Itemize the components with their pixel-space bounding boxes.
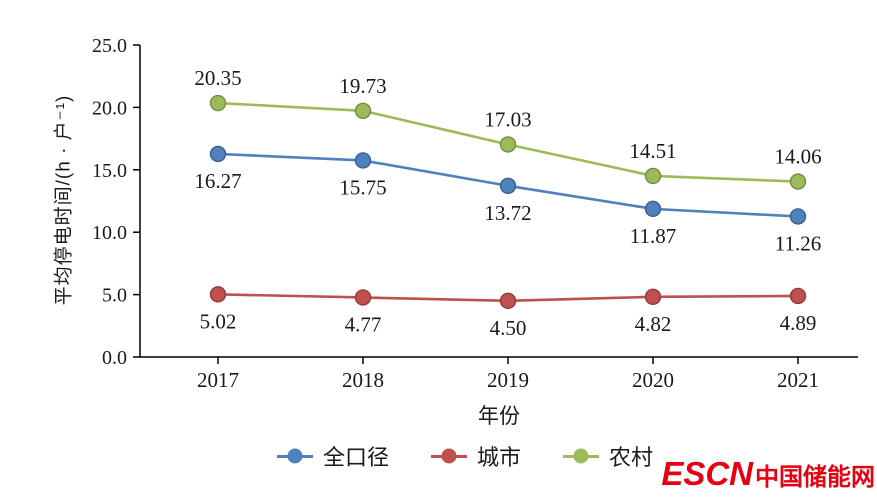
data-point — [789, 208, 807, 225]
x-tick-label: 2018 — [342, 368, 384, 392]
legend: 全口径 城市 农村 — [276, 440, 653, 472]
data-point — [499, 292, 517, 310]
series-城市: 5.02 4.77 4.50 4.82 4.89 — [200, 286, 817, 340]
data-label: 4.77 — [345, 312, 382, 336]
data-label: 11.87 — [630, 224, 676, 248]
y-tick-label: 20.0 — [92, 97, 127, 119]
data-point — [644, 167, 662, 185]
x-tick-label: 2020 — [632, 368, 674, 392]
series-农村: 20.35 19.73 17.03 14.51 14.06 — [194, 66, 822, 190]
y-tick-label: 5.0 — [102, 285, 127, 307]
data-point — [354, 152, 372, 169]
axes — [133, 44, 858, 364]
data-point — [354, 102, 372, 119]
data-label: 4.89 — [780, 311, 817, 335]
legend-dot — [441, 448, 457, 464]
legend-item-农村: 农村 — [563, 440, 653, 472]
y-tick-label: 10.0 — [92, 222, 127, 244]
legend-item-全口径: 全口径 — [276, 440, 389, 472]
data-label: 17.03 — [484, 107, 531, 131]
data-label: 14.51 — [629, 139, 676, 163]
legend-dot — [573, 448, 589, 464]
data-point — [789, 287, 807, 305]
data-label: 20.35 — [194, 66, 241, 90]
data-point — [209, 94, 227, 112]
watermark: ESCN 中国储能网 — [661, 455, 875, 493]
x-tick-label: 2019 — [487, 368, 529, 392]
data-point — [354, 289, 372, 306]
y-tick-label: 0.0 — [102, 347, 127, 369]
data-label: 5.02 — [200, 309, 237, 333]
data-label: 16.27 — [194, 169, 241, 193]
legend-marker-icon — [430, 447, 467, 465]
legend-item-城市: 城市 — [430, 440, 522, 472]
legend-dot — [287, 448, 303, 464]
data-point — [499, 136, 517, 153]
watermark-site-name: 中国储能网 — [755, 464, 875, 491]
series-全口径: 16.27 15.75 13.72 11.87 11.26 — [194, 145, 821, 255]
data-point — [789, 173, 807, 190]
legend-marker-icon — [276, 447, 313, 465]
x-tick-label: 2021 — [777, 368, 819, 392]
x-axis-title: 年份 — [478, 405, 520, 428]
data-point — [209, 286, 227, 303]
data-label: 15.75 — [339, 175, 386, 199]
y-tick-label: 25.0 — [92, 35, 127, 57]
data-point — [209, 145, 227, 163]
tick-labels: 0.0 5.0 10.0 15.0 20.0 25.0 2017 2018 2019 2020 20… — [92, 35, 819, 392]
data-label: 14.06 — [774, 145, 821, 169]
watermark-brand-logo: ESCN — [661, 455, 753, 492]
data-label: 19.73 — [339, 74, 386, 98]
data-label: 4.50 — [490, 316, 527, 340]
legend-marker-icon — [563, 447, 600, 465]
data-point — [644, 288, 662, 306]
data-label: 13.72 — [484, 201, 531, 225]
y-tick-label: 15.0 — [92, 160, 127, 182]
x-tick-label: 2017 — [197, 368, 239, 392]
legend-label: 全口径 — [322, 445, 389, 470]
data-label: 11.26 — [775, 231, 821, 255]
legend-label: 农村 — [609, 445, 654, 470]
legend-label: 城市 — [476, 445, 522, 470]
data-point — [499, 177, 517, 194]
data-point — [644, 200, 662, 218]
y-axis-title: 平均停电时间/(h · 户⁻¹) — [53, 94, 75, 306]
data-label: 4.82 — [635, 312, 672, 336]
